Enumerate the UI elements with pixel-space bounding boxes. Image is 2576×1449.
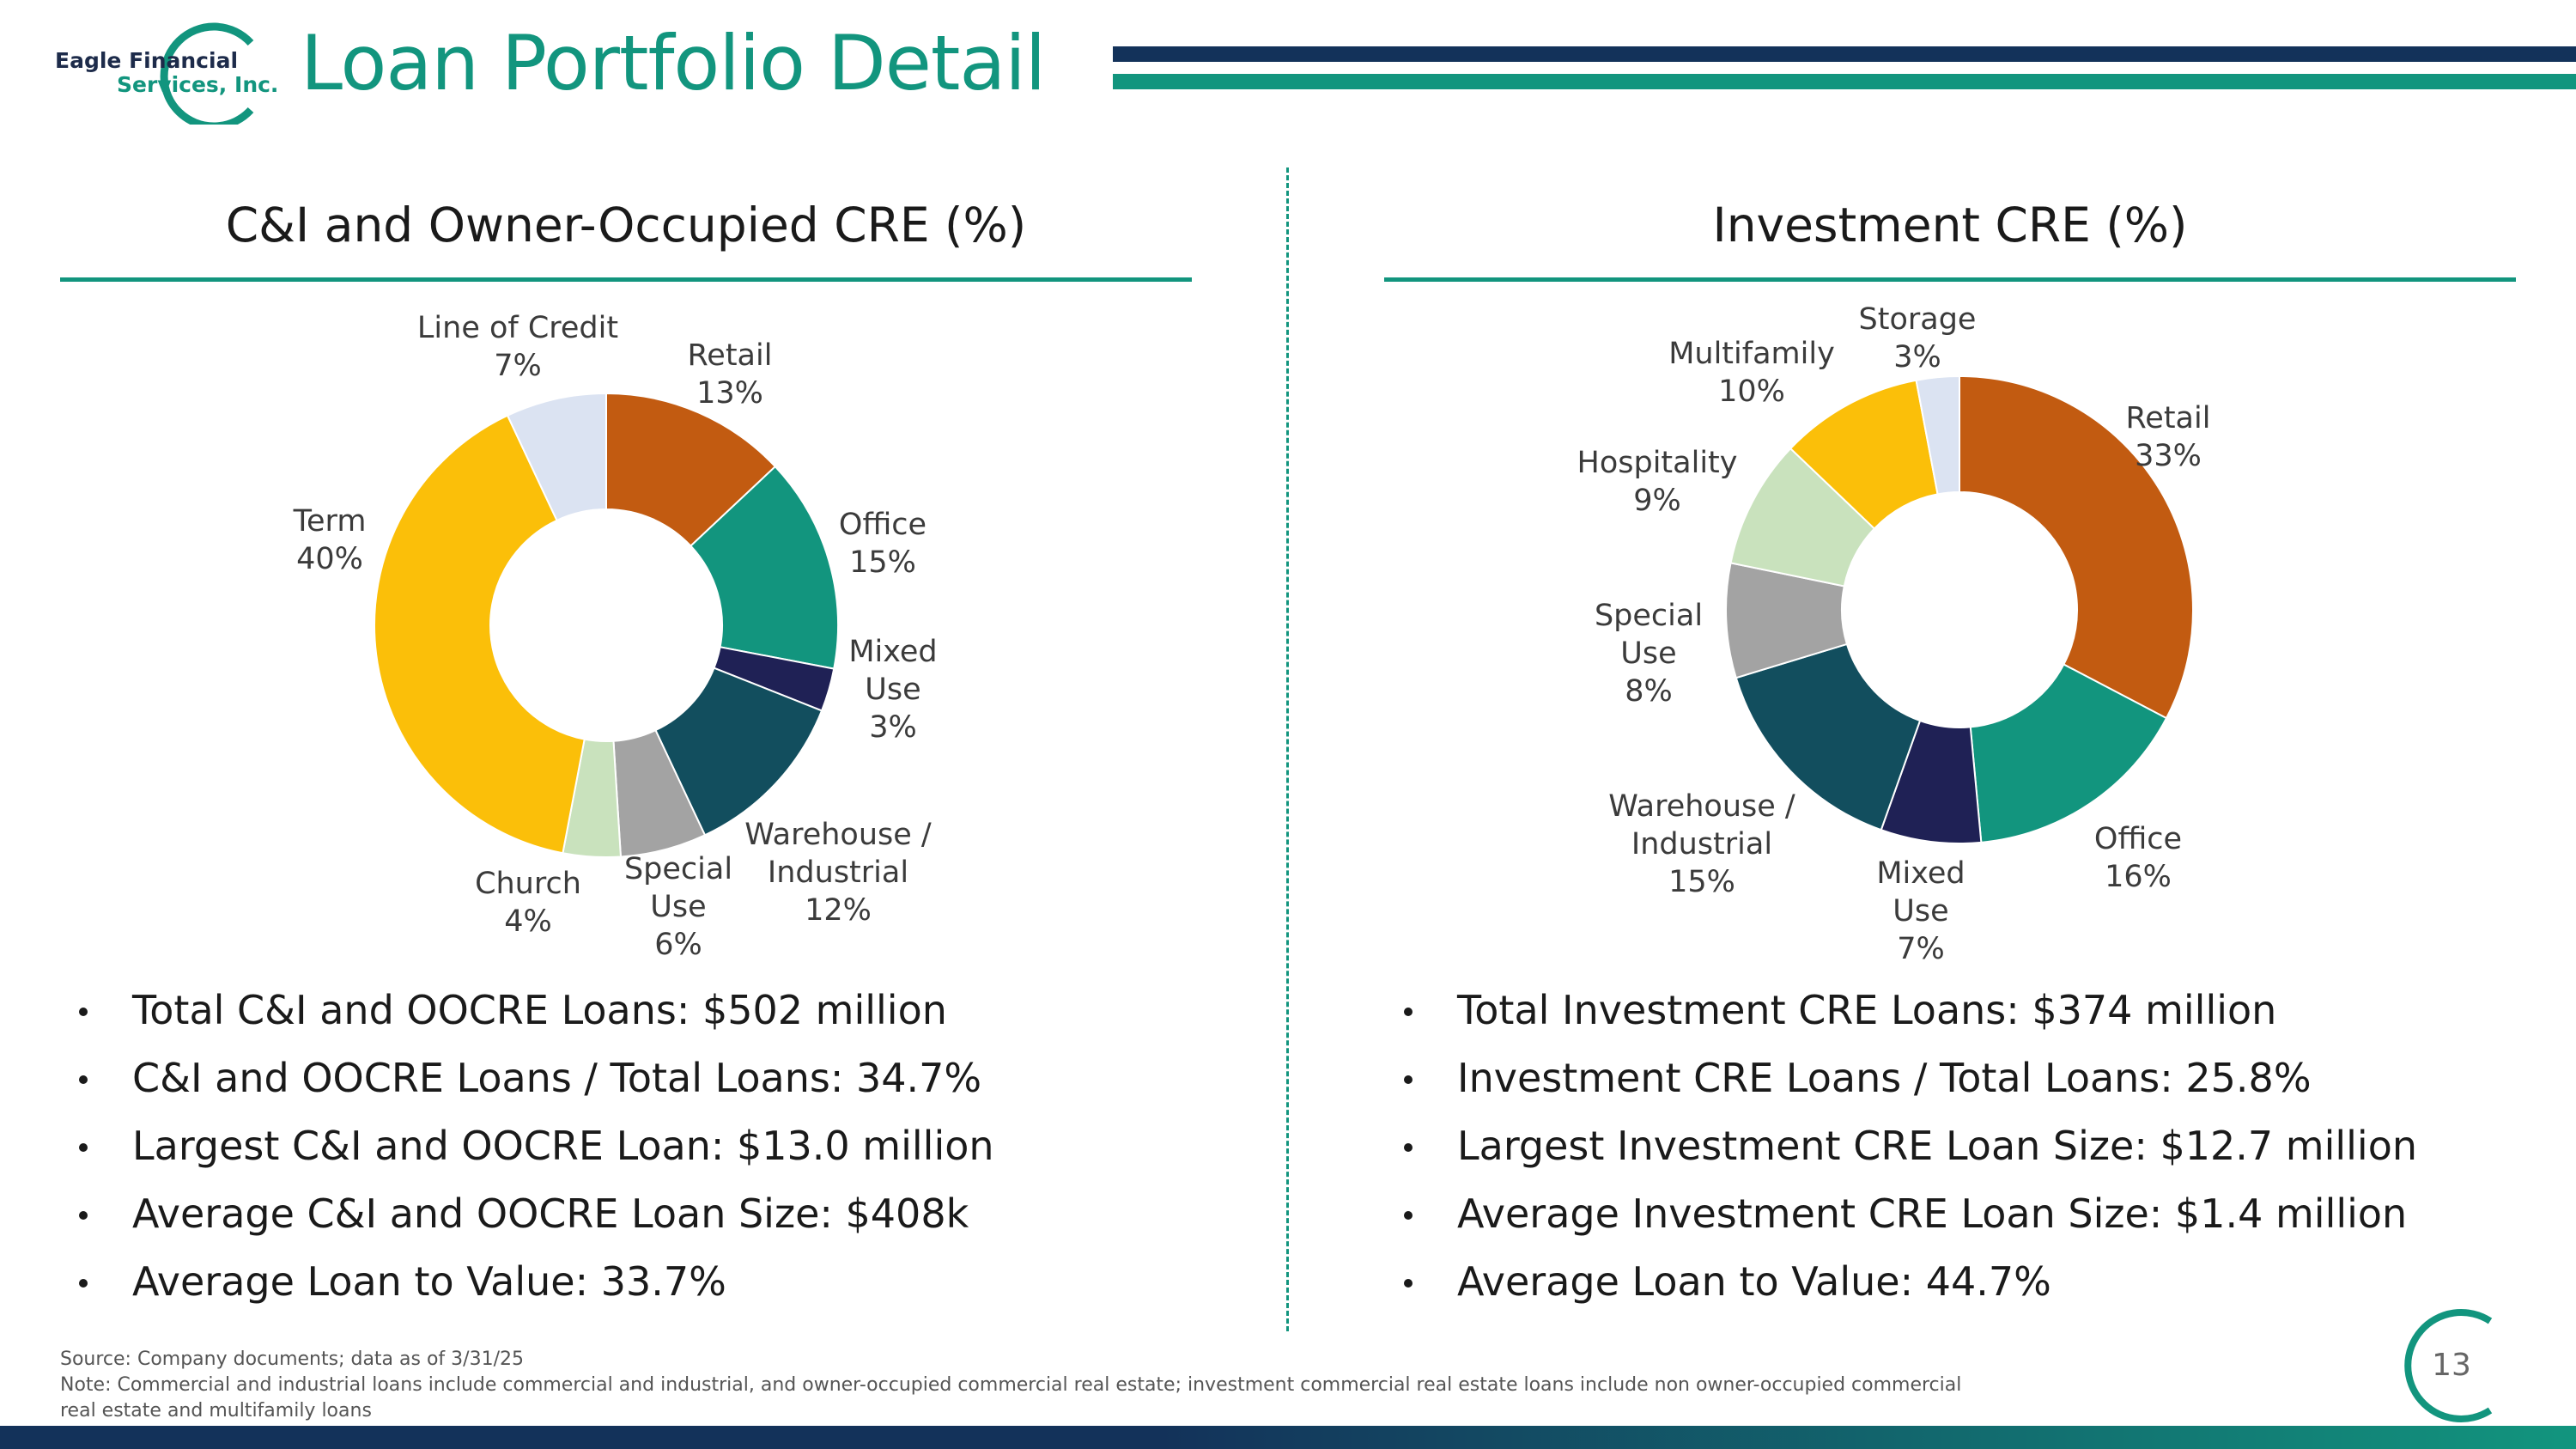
slice-label-church: Church 4% — [475, 867, 581, 939]
slice-label-term: Term 40% — [293, 504, 367, 576]
page-number: 13 — [2432, 1348, 2471, 1383]
bullet-dot — [1404, 1143, 1413, 1152]
right-chart-title: Investment CRE (%) — [1712, 198, 2188, 253]
left-bullet-text: Total C&I and OOCRE Loans: $502 million — [132, 987, 947, 1033]
bullet-dot — [79, 1279, 88, 1288]
slice-label-mixed-use: Mixed Use 7% — [1876, 856, 1965, 966]
company-logo: Eagle Financial Services, Inc. — [52, 17, 278, 125]
bullet-dot — [1404, 1211, 1413, 1220]
left-bullet-item: Average C&I and OOCRE Loan Size: $408k — [79, 1180, 994, 1248]
slice-label-storage: Storage 3% — [1859, 302, 1977, 374]
footnote-line1: Note: Commercial and industrial loans in… — [60, 1374, 1962, 1396]
bullet-dot — [1404, 1075, 1413, 1084]
left-heading-rule — [60, 277, 1192, 282]
bullet-dot — [79, 1075, 88, 1084]
page-title: Loan Portfolio Detail — [301, 19, 1046, 107]
slice-office — [689, 465, 839, 670]
right-bullet-item: Largest Investment CRE Loan Size: $12.7 … — [1404, 1112, 2417, 1180]
bottom-bar — [0, 1426, 2576, 1449]
slice-label-office: Office 15% — [839, 508, 927, 580]
page-number-badge: 13 — [2396, 1306, 2499, 1426]
right-bullet-item: Average Loan to Value: 44.7% — [1404, 1248, 2417, 1316]
right-bullet-text: Largest Investment CRE Loan Size: $12.7 … — [1457, 1123, 2417, 1169]
bullet-dot — [79, 1143, 88, 1152]
right-heading-rule — [1384, 277, 2516, 282]
bullet-dot — [79, 1211, 88, 1220]
right-bullet-list: Total Investment CRE Loans: $374 million… — [1404, 977, 2417, 1316]
slice-storage — [1915, 374, 1960, 496]
bullet-dot — [1404, 1008, 1413, 1016]
slice-label-special-use: Special Use 8% — [1595, 599, 1703, 709]
slice-label-warehouse-industrial: Warehouse / Industrial 12% — [744, 818, 932, 928]
right-bullet-text: Total Investment CRE Loans: $374 million — [1457, 987, 2277, 1033]
slice-label-special-use: Special Use 6% — [624, 852, 732, 962]
slice-retail — [605, 392, 777, 547]
left-bullet-text: Largest C&I and OOCRE Loan: $13.0 millio… — [132, 1123, 994, 1169]
slice-label-office: Office 16% — [2094, 822, 2182, 894]
left-chart-title: C&I and Owner-Occupied CRE (%) — [225, 198, 1027, 253]
slice-line-of-credit — [506, 392, 607, 522]
left-donut-chart: Retail 13% Office 15% Mixed Use 3% Warehouse / I… — [293, 311, 938, 962]
logo-text-line2: Services, Inc. — [117, 72, 279, 97]
footnote-line2: real estate and multifamily loans — [60, 1400, 372, 1422]
slice-term — [374, 414, 586, 855]
slice-label-line-of-credit: Line of Credit 7% — [417, 311, 618, 383]
left-bullet-item: Total C&I and OOCRE Loans: $502 million — [79, 977, 994, 1044]
left-bullet-item: C&I and OOCRE Loans / Total Loans: 34.7% — [79, 1044, 994, 1112]
right-bullet-text: Investment CRE Loans / Total Loans: 25.8… — [1457, 1055, 2312, 1101]
right-bullet-item: Total Investment CRE Loans: $374 million — [1404, 977, 2417, 1044]
left-bullet-item: Largest C&I and OOCRE Loan: $13.0 millio… — [79, 1112, 994, 1180]
slice-warehouse-industrial — [1735, 642, 1922, 831]
slice-label-hospitality: Hospitality 9% — [1577, 446, 1738, 518]
column-divider — [1286, 167, 1289, 1331]
page-arc-icon — [2404, 1309, 2493, 1422]
bullet-dot — [1404, 1279, 1413, 1288]
right-bullet-text: Average Investment CRE Loan Size: $1.4 m… — [1457, 1190, 2408, 1237]
slice-label-warehouse-industrial: Warehouse / Industrial 15% — [1608, 789, 1795, 899]
left-bullet-text: Average C&I and OOCRE Loan Size: $408k — [132, 1190, 969, 1237]
source-note: Source: Company documents; data as of 3/… — [60, 1349, 524, 1370]
left-bullet-item: Average Loan to Value: 33.7% — [79, 1248, 994, 1316]
slice-office — [1969, 663, 2168, 843]
slice-label-multifamily: Multifamily 10% — [1668, 337, 1835, 409]
header-rule-teal — [1113, 74, 2576, 89]
right-bullet-text: Average Loan to Value: 44.7% — [1457, 1258, 2051, 1305]
logo-text-line1: Eagle Financial — [55, 48, 239, 73]
left-bullet-text: C&I and OOCRE Loans / Total Loans: 34.7% — [132, 1055, 982, 1101]
logo-arc-icon — [160, 22, 254, 125]
bullet-dot — [79, 1008, 88, 1016]
right-bullet-item: Investment CRE Loans / Total Loans: 25.8… — [1404, 1044, 2417, 1112]
slice-label-retail: Retail 13% — [688, 338, 773, 411]
left-bullet-text: Average Loan to Value: 33.7% — [132, 1258, 726, 1305]
slice-label-retail: Retail 33% — [2126, 401, 2211, 473]
slice-retail — [1959, 374, 2194, 720]
header-rule-navy — [1113, 46, 2576, 62]
right-bullet-item: Average Investment CRE Loan Size: $1.4 m… — [1404, 1180, 2417, 1248]
right-donut-chart: Retail 33% Office 16% Mixed Use 7% Warehouse / I… — [1577, 302, 2211, 966]
left-bullet-list: Total C&I and OOCRE Loans: $502 million … — [79, 977, 994, 1316]
slice-label-mixed-use: Mixed Use 3% — [848, 635, 937, 745]
